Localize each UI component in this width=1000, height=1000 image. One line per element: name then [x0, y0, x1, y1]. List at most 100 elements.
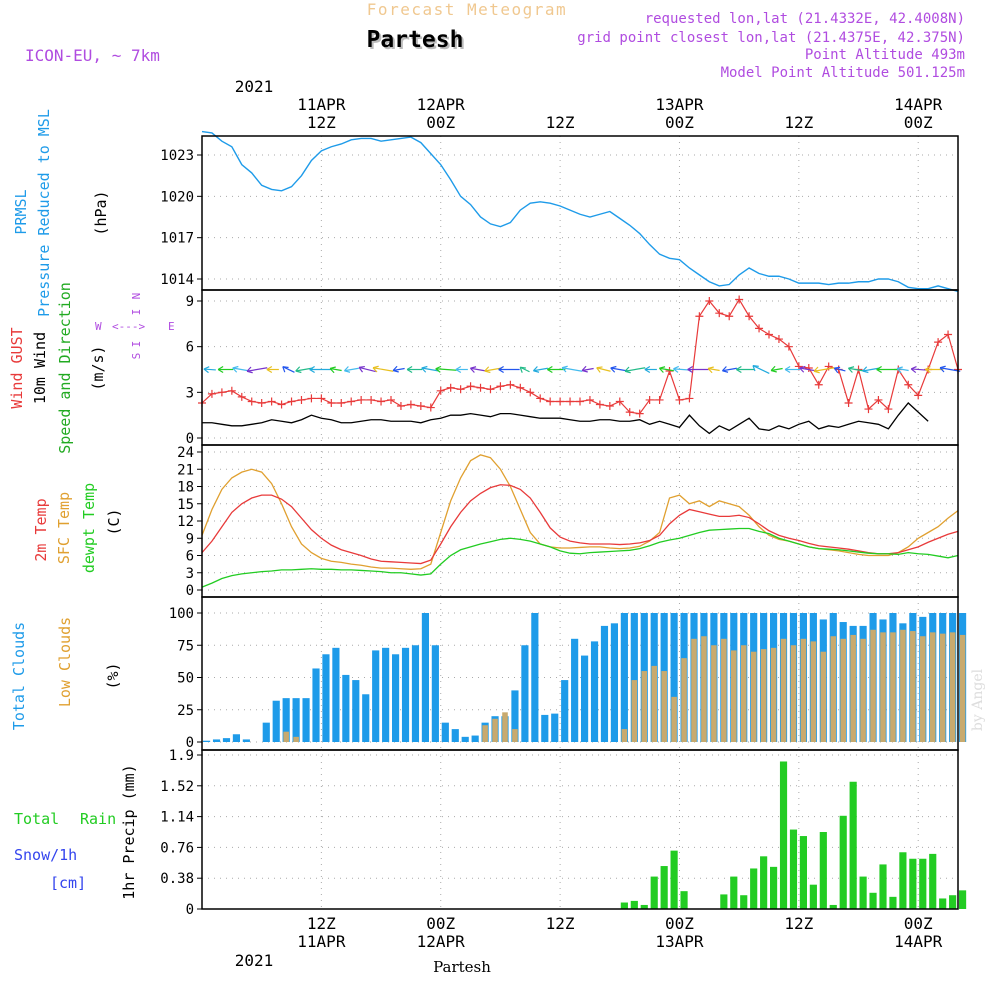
wind-direction-arrowhead [435, 365, 442, 373]
wind-direction-arrowhead [519, 366, 527, 373]
total-clouds-bar [282, 698, 290, 742]
top-axis-day-label: 14APR [894, 95, 943, 114]
panels: 1014101710201023036903691215182124025507… [160, 130, 967, 918]
wind-gust-marker [784, 342, 793, 351]
low-clouds-bar [651, 665, 657, 742]
wind-direction-arrowhead [736, 365, 742, 374]
wind-direction-arrow [582, 367, 594, 372]
low-clouds-bar [850, 634, 856, 742]
total-clouds-bar [302, 698, 310, 742]
watermark: by Angel [970, 668, 986, 731]
low-clouds-bar [502, 712, 508, 742]
temperature-ytick-label: 6 [186, 549, 194, 565]
total-clouds-bar [372, 650, 380, 742]
wind-direction-arrowhead [329, 366, 336, 374]
wind-gust-marker [297, 395, 306, 404]
temp-ylabel: (C) [105, 508, 123, 535]
wind-direction-arrow [624, 367, 646, 372]
wind-gust-marker [526, 388, 535, 397]
wind-direction-arrow [752, 364, 770, 375]
wind-gust-marker [436, 386, 445, 395]
pressure-label-msl: Pressure Reduced to MSL [35, 109, 53, 317]
wind-10m-line [202, 402, 929, 435]
clouds-ytick-label: 100 [169, 606, 194, 622]
low-clouds-bar [760, 649, 767, 742]
low-clouds-bar [840, 638, 846, 742]
total-clouds-bar [332, 647, 340, 742]
wind-direction-arrowhead [687, 365, 693, 374]
low-clouds-bar [711, 645, 717, 742]
wind-direction-arrowhead [752, 364, 759, 372]
total-clouds-bar [312, 668, 320, 742]
wind-direction-arrowhead [532, 366, 540, 373]
top-axis-hour-label: 12Z [546, 113, 575, 132]
precipitation-frame [201, 749, 959, 910]
wind-gust-marker [406, 400, 415, 409]
wind-direction-arrowhead [770, 365, 777, 373]
temperature-ytick-label: 15 [177, 497, 194, 513]
compass-ew: <---> [112, 320, 145, 333]
wind-gust-marker [377, 397, 386, 406]
low-clouds-bar [900, 629, 906, 742]
total-clouds-bar [411, 645, 420, 742]
wind-direction-arrowhead [833, 366, 841, 374]
wind-direction-arrowhead [484, 366, 491, 374]
wind-gust-marker [844, 398, 853, 407]
total-rain-bar [750, 868, 758, 909]
low-clouds-bar [492, 718, 498, 742]
low-clouds-bar [780, 638, 787, 742]
total-clouds-bar [590, 641, 599, 742]
total-rain-bar [939, 898, 947, 909]
wind-gust-marker [755, 324, 764, 333]
low-clouds-bar [929, 632, 936, 742]
top-axis-day-label: 11APR [297, 95, 346, 114]
total-clouds-bar [670, 613, 678, 742]
bottom-axis-day-label: 12APR [417, 932, 466, 951]
compass-e: E [168, 320, 175, 333]
wind-direction-arrow [939, 367, 961, 372]
total-rain-bar [740, 895, 748, 909]
total-rain-bar [720, 894, 728, 909]
low-clouds-bar [959, 634, 966, 742]
wind-direction-arrow [708, 367, 720, 372]
wind-ytick-label: 6 [186, 340, 194, 356]
wind-gust-marker [904, 380, 913, 389]
wind-direction-arrow [203, 368, 216, 371]
wind-direction-arrow [421, 367, 440, 372]
bottom-axis-day-label: 14APR [894, 932, 943, 951]
wind-gust-marker [367, 395, 376, 404]
temperature-ytick-label: 9 [186, 531, 194, 547]
total-rain-bar [889, 896, 897, 909]
total-clouds-bar [600, 625, 609, 742]
compass-s: S [130, 353, 143, 360]
total-clouds-bar [262, 722, 270, 742]
wind-direction-arrow [246, 367, 268, 372]
wind-direction-arrow [659, 367, 674, 372]
bottom-axis-day-label: 11APR [297, 932, 346, 951]
low-clouds-bar [949, 632, 956, 742]
wind-gust-marker [884, 405, 893, 414]
total-rain-bar [670, 850, 678, 909]
wind-gust-marker [735, 295, 744, 304]
total-clouds-label: Total Clouds [10, 622, 28, 730]
total-rain-bar [730, 876, 738, 909]
wind-direction-arrow [722, 367, 737, 372]
bottom-axis-day-label: 13APR [655, 932, 704, 951]
wind-direction-arrowhead [910, 366, 917, 374]
top-axis-year: 2021 [235, 77, 274, 96]
clouds-ytick-label: 50 [177, 671, 194, 687]
total-rain-bar [859, 876, 867, 909]
low-clouds-bar [939, 633, 946, 742]
wind-gust-marker [426, 403, 435, 412]
wind-gust-marker [566, 397, 575, 406]
clouds-ytick-label: 25 [177, 703, 194, 719]
bottom-axis-year: 2021 [235, 951, 274, 970]
temp-2m-label: 2m Temp [32, 498, 50, 561]
total-clouds-bar [630, 613, 638, 742]
wind-direction-arrow [911, 368, 927, 371]
low-clouds-bar [830, 636, 837, 742]
wind-direction-label: Speed and Direction [56, 282, 74, 454]
total-rain-bar [879, 864, 887, 909]
wind-gust-marker [725, 312, 734, 321]
